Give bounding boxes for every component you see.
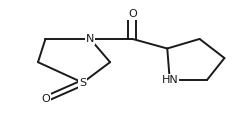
Text: O: O — [41, 94, 50, 104]
Text: HN: HN — [162, 75, 178, 85]
Text: O: O — [128, 9, 137, 19]
Text: N: N — [86, 34, 94, 44]
Text: S: S — [79, 78, 86, 88]
